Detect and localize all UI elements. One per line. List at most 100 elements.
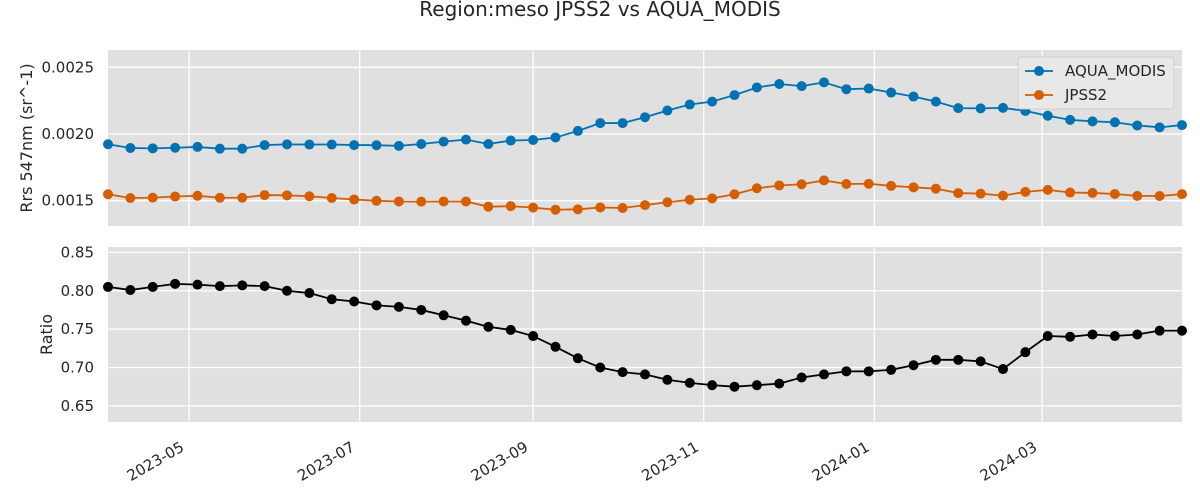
data-point (237, 192, 248, 203)
data-point (819, 175, 829, 186)
data-point (349, 140, 360, 151)
legend-marker (1034, 90, 1044, 100)
data-point (483, 201, 494, 212)
data-point (550, 204, 561, 215)
data-point (751, 380, 762, 391)
data-point (192, 190, 203, 201)
data-point (1042, 110, 1053, 121)
data-point (282, 190, 292, 201)
data-point (1065, 187, 1076, 198)
data-point (125, 143, 136, 153)
data-point (595, 202, 606, 213)
data-point (1154, 122, 1165, 133)
data-point (572, 204, 583, 215)
data-point (1065, 331, 1076, 342)
data-point (1087, 329, 1098, 340)
legend-marker (1034, 66, 1044, 76)
data-point (528, 202, 539, 213)
ratio-panel: 0.65 0.70 0.75 0.80 0.85 Ratio 2023-05 2023-07 2… (37, 243, 1187, 485)
data-point (259, 140, 270, 151)
data-point (371, 300, 382, 311)
data-point (953, 354, 964, 365)
y-tick-label: 0.0025 (42, 58, 95, 76)
data-point (528, 331, 539, 342)
data-point (998, 102, 1008, 113)
data-point (259, 190, 270, 201)
data-point (214, 281, 225, 292)
data-point (930, 96, 941, 107)
x-tick-label: 2024-01 (809, 438, 872, 485)
data-point (461, 196, 471, 207)
y-axis-label: Ratio (37, 314, 56, 355)
data-point (349, 296, 360, 307)
data-point (103, 189, 113, 200)
data-point (617, 367, 628, 378)
data-point (483, 321, 494, 332)
data-point (930, 183, 941, 194)
y-tick-label: 0.70 (61, 359, 94, 377)
data-point (214, 143, 225, 154)
data-point (707, 380, 718, 391)
legend-label: AQUA_MODIS (1065, 62, 1166, 81)
data-point (774, 378, 785, 389)
data-point (841, 179, 852, 189)
data-point (103, 281, 113, 292)
y-tick-label: 0.0020 (42, 125, 95, 143)
data-point (796, 81, 807, 92)
data-point (1042, 331, 1053, 342)
data-point (349, 194, 360, 205)
data-point (1154, 191, 1165, 201)
data-point (1087, 116, 1098, 127)
data-point (438, 310, 449, 321)
data-point (908, 91, 919, 102)
y-tick-label: 0.75 (61, 320, 94, 338)
data-point (908, 360, 919, 371)
data-point (751, 82, 762, 93)
data-point (640, 112, 650, 123)
data-point (147, 143, 158, 154)
data-point (684, 377, 695, 388)
data-point (170, 142, 181, 153)
y-tick-label: 0.0015 (42, 192, 95, 210)
data-point (1109, 117, 1120, 128)
data-point (192, 141, 203, 152)
x-tick-label: 2023-11 (638, 438, 701, 485)
data-point (617, 203, 628, 213)
data-point (1020, 347, 1031, 358)
data-point (1177, 189, 1187, 200)
data-point (282, 139, 292, 150)
data-point (729, 90, 740, 101)
data-point (461, 315, 471, 326)
data-point (103, 139, 113, 150)
x-tick-label: 2023-07 (294, 438, 357, 485)
data-point (886, 364, 897, 375)
data-point (237, 280, 248, 291)
data-point (416, 139, 427, 149)
data-point (572, 353, 583, 364)
data-point (550, 132, 561, 143)
data-point (304, 139, 315, 150)
data-point (953, 103, 964, 114)
data-point (1132, 120, 1143, 131)
data-point (393, 196, 404, 207)
plot-background (108, 247, 1182, 422)
data-point (282, 285, 292, 296)
data-point (796, 372, 807, 383)
data-point (1177, 120, 1187, 131)
data-point (595, 362, 606, 373)
data-point (1065, 114, 1076, 125)
data-point (550, 341, 561, 352)
data-point (729, 189, 740, 200)
data-point (886, 180, 897, 191)
data-point (505, 201, 516, 212)
data-point (147, 281, 158, 292)
data-point (1177, 325, 1187, 336)
data-point (237, 143, 248, 154)
data-point (505, 324, 516, 335)
data-point (707, 96, 718, 107)
data-point (684, 99, 695, 110)
data-point (886, 87, 897, 98)
data-point (662, 105, 673, 116)
data-point (304, 288, 315, 299)
x-tick-label: 2023-05 (124, 438, 187, 485)
